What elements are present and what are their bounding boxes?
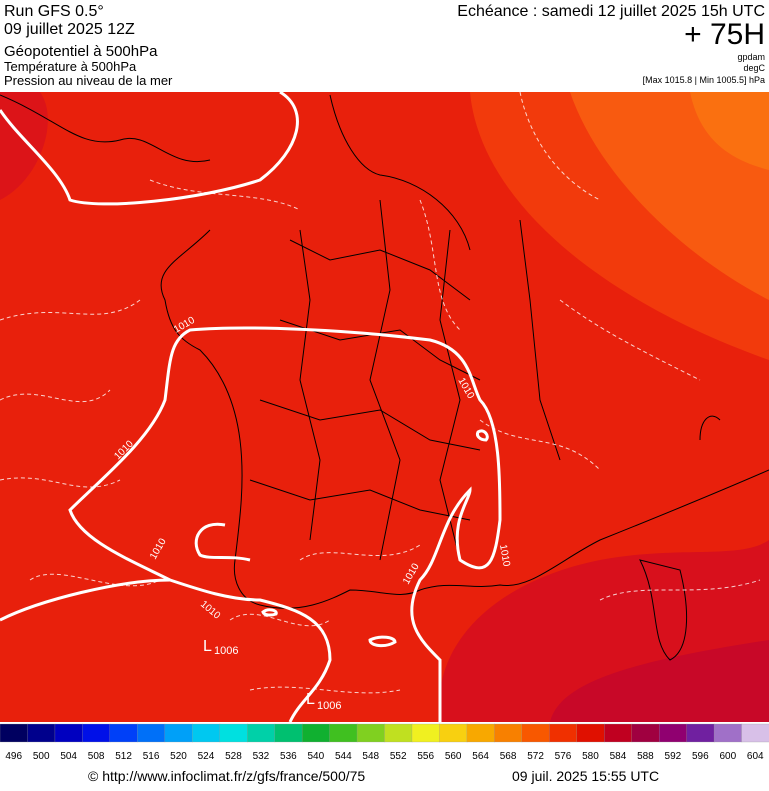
run-date: 09 juillet 2025 12Z <box>4 21 135 38</box>
colorbar-label: 536 <box>280 751 297 762</box>
extremes: [Max 1015.8 | Min 1005.5] hPa <box>643 75 765 85</box>
colorbar-swatch <box>109 723 138 743</box>
forecast-time: Echéance : samedi 12 juillet 2025 15h UT… <box>457 3 765 20</box>
colorbar-label: 512 <box>115 751 132 762</box>
isobar <box>0 90 299 206</box>
isobar-label: 1010 <box>497 544 512 568</box>
colorbar-swatch <box>439 723 468 743</box>
unit: degC <box>743 63 765 73</box>
colorbar-label: 544 <box>335 751 352 762</box>
colorbar-label: 572 <box>527 751 544 762</box>
source-credit: © http://www.infoclimat.fr/z/gfs/france/… <box>88 768 365 784</box>
colorbar-swatch <box>576 723 605 743</box>
colorbar-label: 516 <box>143 751 160 762</box>
temperature-isotherm <box>0 91 761 694</box>
colorbar-label: 548 <box>362 751 379 762</box>
colorbar-label: 564 <box>472 751 489 762</box>
colorbar-label: 508 <box>88 751 105 762</box>
colorbar-label: 600 <box>719 751 736 762</box>
run-title: Run GFS 0.5° <box>4 3 104 20</box>
field-label: Géopotentiel à 500hPa <box>4 43 158 60</box>
field-label: Pression au niveau de la mer <box>4 73 173 88</box>
colorbar-label: 524 <box>198 751 215 762</box>
colorbar-swatch <box>713 723 743 743</box>
colorbar-swatch <box>494 723 523 743</box>
colorbar-swatch <box>137 723 166 743</box>
map: 1010 1010 1010 1010 1010 1010 1010 L 100… <box>0 90 769 723</box>
colorbar-swatch <box>466 723 496 743</box>
colorbar-swatch <box>192 723 221 743</box>
colorbar-label: 560 <box>445 751 462 762</box>
colorbar-swatch <box>301 723 331 743</box>
colorbar-label: 584 <box>610 751 627 762</box>
coastline <box>0 94 769 661</box>
colorbar-swatch <box>631 723 660 743</box>
colorbar-label: 604 <box>747 751 764 762</box>
colorbar-label: 580 <box>582 751 599 762</box>
colorbar-swatch <box>658 723 688 743</box>
isobar <box>169 578 332 723</box>
colorbar-label: 596 <box>692 751 709 762</box>
colorbar-label: 576 <box>555 751 572 762</box>
low-symbol: L <box>306 691 315 708</box>
colorbar-swatch <box>604 723 633 743</box>
colorbar-swatch <box>219 723 248 743</box>
isobar <box>0 326 502 722</box>
colorbar-swatch <box>247 723 276 743</box>
isobar <box>194 522 251 562</box>
colorbar-swatch <box>549 723 578 743</box>
unit: gpdam <box>737 52 765 62</box>
colorbar-label: 556 <box>417 751 434 762</box>
colorbar-swatch <box>82 723 111 743</box>
colorbar-label: 520 <box>170 751 187 762</box>
colorbar-swatch <box>384 723 413 743</box>
colorbar-swatch <box>54 723 84 743</box>
colorbar-label: 552 <box>390 751 407 762</box>
colorbar-label: 496 <box>5 751 22 762</box>
colorbar-swatch <box>411 723 441 743</box>
lead-time: + 75H <box>684 18 765 51</box>
colorbar-label: 540 <box>307 751 324 762</box>
colorbar-swatch <box>0 723 29 743</box>
colorbar-label: 532 <box>253 751 270 762</box>
colorbar-label: 592 <box>665 751 682 762</box>
temperature-zone <box>550 640 769 722</box>
colorbar-label: 568 <box>500 751 517 762</box>
temperature-zone <box>690 92 769 170</box>
creation-time: 09 juil. 2025 15:55 UTC <box>512 768 659 784</box>
low-value: 1006 <box>317 700 341 712</box>
colorbar-label: 528 <box>225 751 242 762</box>
field-label: Température à 500hPa <box>4 59 137 74</box>
colorbar-label: 504 <box>60 751 77 762</box>
low-value: 1006 <box>214 645 238 657</box>
colorbar-label: 588 <box>637 751 654 762</box>
isobar <box>261 429 489 648</box>
temperature-zone <box>0 92 48 200</box>
colorbar-swatch <box>356 723 386 743</box>
colorbar-swatch <box>27 723 56 743</box>
colorbar-swatch <box>274 723 303 743</box>
colorbar-swatch <box>164 723 193 743</box>
colorbar-swatch <box>741 723 769 743</box>
colorbar-swatch <box>329 723 358 743</box>
colorbar-swatch <box>521 723 550 743</box>
colorbar-swatch <box>686 723 715 743</box>
low-symbol: L <box>203 638 212 655</box>
region-borders <box>249 199 561 561</box>
colorbar: 496 500 504 508 512 516 520 524 528 532 536 540 544 5… <box>0 723 769 762</box>
colorbar-label: 500 <box>33 751 50 762</box>
